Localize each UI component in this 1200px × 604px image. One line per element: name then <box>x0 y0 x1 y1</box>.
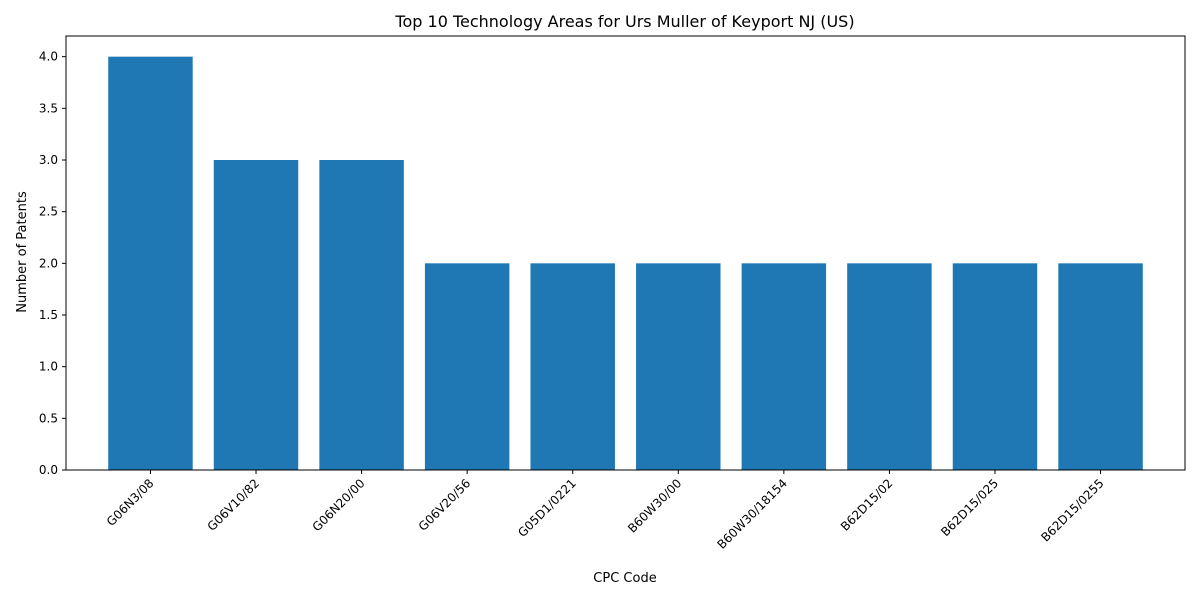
x-tick-label-7: B62D15/02 <box>838 476 896 534</box>
bar-2 <box>319 160 403 470</box>
y-tick-label-3: 1.5 <box>39 308 58 322</box>
y-tick-label-6: 3.0 <box>39 153 58 167</box>
x-tick-label-5: B60W30/00 <box>625 476 684 535</box>
x-tick-label-8: B62D15/025 <box>938 476 1001 539</box>
bar-6 <box>742 263 826 470</box>
x-tick-label-3: G06V20/56 <box>416 476 474 534</box>
bar-3 <box>425 263 509 470</box>
bar-7 <box>847 263 931 470</box>
x-axis: G06N3/08 G06V10/82 G06N20/00 G06V20/56 G05D1… <box>104 470 1107 552</box>
x-tick-label-0: G06N3/08 <box>104 476 157 529</box>
bars-group <box>108 57 1143 470</box>
bar-8 <box>953 263 1037 470</box>
x-tick-label-4: G05D1/0221 <box>515 476 579 540</box>
bar-5 <box>636 263 720 470</box>
bar-4 <box>530 263 614 470</box>
bar-9 <box>1058 263 1142 470</box>
x-tick-label-1: G06V10/82 <box>205 476 263 534</box>
y-tick-label-4: 2.0 <box>39 256 58 270</box>
y-tick-label-8: 4.0 <box>39 50 58 64</box>
chart-title: Top 10 Technology Areas for Urs Muller o… <box>394 12 854 31</box>
y-tick-label-2: 1.0 <box>39 360 58 374</box>
x-tick-label-2: G06N20/00 <box>310 476 368 534</box>
y-tick-label-1: 0.5 <box>39 411 58 425</box>
bar-0 <box>108 57 192 470</box>
y-tick-label-7: 3.5 <box>39 101 58 115</box>
x-axis-label: CPC Code <box>593 571 656 586</box>
y-tick-label-0: 0.0 <box>39 463 58 477</box>
y-axis-label: Number of Patents <box>15 191 30 313</box>
y-tick-label-5: 2.5 <box>39 205 58 219</box>
x-tick-label-9: B62D15/0255 <box>1038 476 1106 544</box>
y-axis: 0.0 0.5 1.0 1.5 2.0 2.5 3.0 3.5 4.0 <box>39 50 66 477</box>
x-tick-label-6: B60W30/18154 <box>714 476 790 552</box>
bar-1 <box>214 160 298 470</box>
